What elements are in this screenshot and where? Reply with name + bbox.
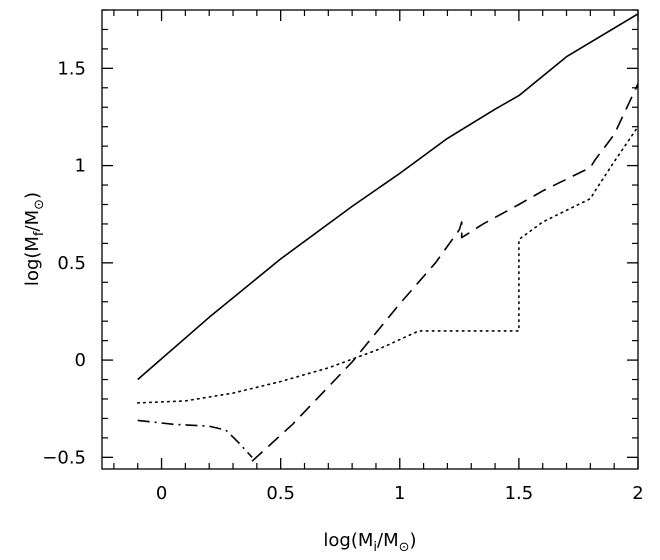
y-axis-title: log(Mf/M⊙) — [22, 192, 47, 286]
x-tick-label: 1.5 — [505, 483, 534, 504]
y-tick-label: 0.5 — [57, 253, 86, 274]
series-line-dotted — [136, 125, 639, 404]
x-tick-label: 0 — [156, 483, 167, 504]
series-layer — [136, 13, 639, 462]
series-line-solid — [137, 13, 639, 381]
x-tick-label: 2 — [632, 483, 643, 504]
x-tick-label: 1 — [394, 483, 405, 504]
x-tick-label: 0.5 — [266, 483, 295, 504]
x-tick-labels: 0 0.5 1 1.5 2 — [156, 483, 644, 504]
y-tick-labels: −0.5 0 0.5 1 1.5 — [42, 58, 86, 468]
minor-ticks — [102, 9, 638, 469]
y-tick-label: 1.5 — [57, 58, 86, 79]
series-line-dashed — [251, 83, 639, 462]
plot-frame — [101, 9, 639, 470]
x-axis-title: log(Mi/M⊙) — [323, 530, 416, 555]
y-tick-label: −0.5 — [42, 447, 86, 468]
major-ticks — [102, 10, 639, 469]
y-tick-label: 1 — [75, 156, 86, 177]
y-tick-label: 0 — [75, 350, 86, 371]
series-line-dash-dot — [137, 419, 253, 458]
